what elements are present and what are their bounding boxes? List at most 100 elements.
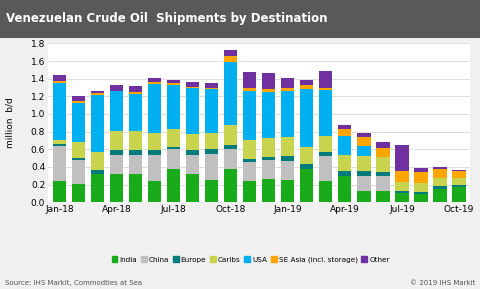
Bar <box>395 171 408 182</box>
Bar <box>319 152 333 156</box>
Bar <box>300 85 313 89</box>
Bar <box>319 156 333 181</box>
Bar <box>167 83 180 85</box>
Bar <box>167 149 180 169</box>
Bar <box>224 149 237 169</box>
Bar <box>205 149 218 154</box>
Bar <box>148 84 161 133</box>
Bar <box>281 91 294 137</box>
Bar <box>205 134 218 149</box>
Bar <box>167 147 180 149</box>
Bar <box>72 160 85 184</box>
Bar <box>262 157 276 160</box>
Bar <box>148 181 161 202</box>
Bar <box>414 192 428 194</box>
Bar <box>300 80 313 85</box>
Bar <box>376 191 390 202</box>
Bar <box>357 137 371 146</box>
Bar <box>129 86 142 92</box>
Bar <box>186 82 199 87</box>
Bar <box>433 167 446 169</box>
Bar <box>205 88 218 89</box>
Bar <box>243 88 256 91</box>
Bar <box>338 176 351 202</box>
Bar <box>414 183 428 192</box>
Bar <box>91 95 104 152</box>
Bar <box>129 92 142 94</box>
Bar <box>433 169 446 177</box>
Bar <box>243 181 256 202</box>
Bar <box>357 171 371 176</box>
Bar <box>53 146 66 181</box>
Text: Source: IHS Markit, Commodties at Sea: Source: IHS Markit, Commodties at Sea <box>5 280 142 286</box>
Bar <box>262 89 276 92</box>
Bar <box>148 82 161 84</box>
Bar <box>205 180 218 202</box>
Bar <box>129 150 142 155</box>
Bar <box>319 136 333 152</box>
Bar <box>129 94 142 131</box>
Legend: India, China, Europe, Caribs, USA, SE Asia (incl. storage), Other: India, China, Europe, Caribs, USA, SE As… <box>109 253 393 266</box>
Bar <box>110 150 123 155</box>
Bar <box>53 81 66 83</box>
Bar <box>53 140 66 144</box>
Bar <box>357 176 371 191</box>
Bar <box>205 83 218 88</box>
Bar <box>395 191 408 193</box>
Bar <box>91 91 104 93</box>
Bar <box>148 78 161 82</box>
Bar <box>110 91 123 131</box>
Text: © 2019 IHS Markit: © 2019 IHS Markit <box>410 280 475 286</box>
Bar <box>433 177 446 186</box>
Bar <box>53 83 66 140</box>
Bar <box>110 85 123 91</box>
Bar <box>452 187 466 202</box>
Bar <box>452 170 466 171</box>
Bar <box>224 125 237 145</box>
Bar <box>300 164 313 169</box>
Bar <box>376 172 390 176</box>
Bar <box>319 90 333 136</box>
Bar <box>72 101 85 103</box>
Bar <box>186 174 199 202</box>
Bar <box>281 161 294 180</box>
Bar <box>338 136 351 155</box>
Bar <box>224 169 237 202</box>
Bar <box>262 179 276 202</box>
Bar <box>224 62 237 125</box>
Bar <box>148 133 161 150</box>
Bar <box>414 168 428 172</box>
Bar <box>338 171 351 176</box>
Bar <box>129 155 142 174</box>
Bar <box>262 138 276 157</box>
Bar <box>281 180 294 202</box>
Bar <box>357 156 371 171</box>
Bar <box>129 174 142 202</box>
Bar <box>110 174 123 202</box>
Bar <box>243 162 256 181</box>
Bar <box>91 174 104 202</box>
Bar <box>186 150 199 155</box>
Y-axis label: million  b/d: million b/d <box>5 97 14 148</box>
Bar <box>281 137 294 156</box>
Text: Venezuelan Crude Oil  Shipments by Destination: Venezuelan Crude Oil Shipments by Destin… <box>6 12 327 25</box>
Bar <box>452 171 466 178</box>
Bar <box>91 152 104 170</box>
Bar <box>167 129 180 147</box>
Bar <box>376 176 390 191</box>
Bar <box>414 194 428 202</box>
Bar <box>414 172 428 183</box>
Bar <box>167 80 180 83</box>
Bar <box>281 88 294 91</box>
Bar <box>357 191 371 202</box>
Bar <box>53 181 66 202</box>
Bar <box>167 85 180 129</box>
Bar <box>395 193 408 202</box>
Bar <box>72 158 85 160</box>
Bar <box>243 140 256 159</box>
Bar <box>433 189 446 202</box>
Bar <box>72 103 85 142</box>
Bar <box>262 73 276 89</box>
Bar <box>338 125 351 129</box>
Bar <box>395 145 408 171</box>
